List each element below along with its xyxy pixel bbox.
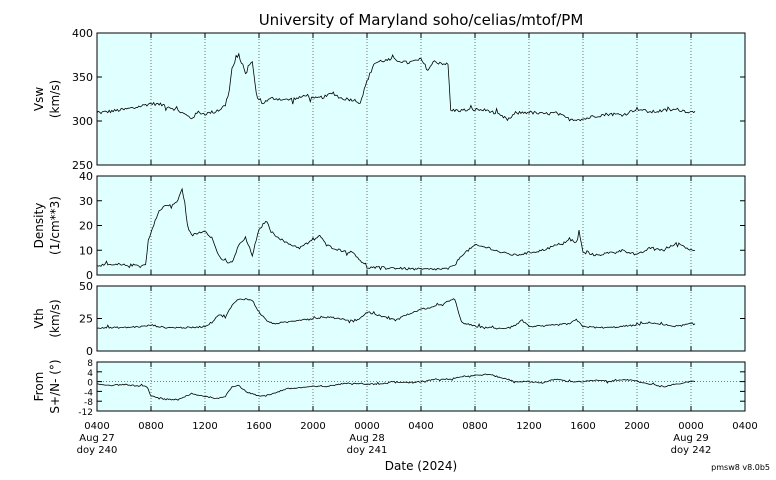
x-tick-label: 0800: [138, 421, 163, 432]
y-tick-label: 250: [72, 159, 93, 172]
x-tick-label: 0000: [678, 421, 703, 432]
panel-vsw: 250 300 350 400 Vsw (km/s): [32, 27, 746, 172]
y-axis-label: Density: [32, 203, 46, 249]
x-tick-label: 0000: [354, 421, 379, 432]
y-tick-label: -4: [84, 388, 93, 398]
x-tick-label: 0400: [732, 421, 757, 432]
x-tick-date: Aug 28: [349, 433, 384, 444]
y-tick-label: 30: [79, 195, 93, 208]
y-tick-label: 350: [72, 71, 93, 84]
x-tick-label: 0400: [84, 421, 109, 432]
x-tick-label: 1600: [570, 421, 595, 432]
series-line-vth: [96, 298, 696, 330]
y-tick-label: 400: [72, 27, 93, 40]
y-tick-label: 40: [79, 170, 93, 183]
version-label: pmsw8 v8.0b5: [711, 463, 770, 472]
panel-density: 0 10 20 30 40 Density (1/cm**3): [32, 170, 746, 282]
x-tick-date: Aug 29: [673, 433, 708, 444]
x-tick-label: 1200: [192, 421, 217, 432]
y-axis-unit: S+/N- (°): [48, 359, 62, 413]
y-tick-label: 300: [72, 115, 93, 128]
panel-background: [97, 176, 745, 275]
y-tick-label: 10: [79, 244, 93, 257]
series-line-density: [96, 187, 696, 271]
x-tick-doy: doy 240: [77, 445, 118, 456]
panel-vth: 0 25 50 Vth (km/s): [32, 280, 746, 358]
y-axis-label: Vsw: [32, 87, 46, 111]
x-axis-label: Date (2024): [385, 459, 457, 473]
y-tick-label: -12: [78, 408, 93, 418]
x-tick-label: 2000: [624, 421, 649, 432]
x-tick-doy: doy 242: [671, 445, 712, 456]
y-tick-label: 0: [86, 345, 93, 358]
x-tick-label: 0400: [408, 421, 433, 432]
x-tick-label: 0800: [462, 421, 487, 432]
y-tick-label: 0: [86, 269, 93, 282]
x-tick-label: 2000: [300, 421, 325, 432]
series-line-flow: [96, 373, 696, 401]
y-axis-label: From: [32, 372, 46, 402]
y-tick-label: 0: [87, 379, 93, 389]
x-tick-label: 1200: [516, 421, 541, 432]
y-axis-unit: (km/s): [48, 299, 62, 337]
y-axis-unit: (1/cm**3): [48, 196, 62, 255]
x-tick-date: Aug 27: [79, 433, 114, 444]
y-axis-unit: (km/s): [48, 80, 62, 118]
y-tick-label: 20: [79, 220, 93, 233]
y-tick-label: 50: [79, 280, 93, 293]
y-tick-label: -8: [84, 398, 93, 408]
y-tick-label: 4: [87, 369, 93, 379]
y-tick-label: 25: [79, 313, 93, 326]
y-axis-label: Vth: [32, 308, 46, 329]
y-tick-label: 8: [87, 359, 93, 369]
x-tick-doy: doy 241: [347, 445, 388, 456]
series-line-vsw: [96, 52, 696, 122]
x-tick-label: 1600: [246, 421, 271, 432]
chart-title: University of Maryland soho/celias/mtof/…: [259, 11, 584, 29]
